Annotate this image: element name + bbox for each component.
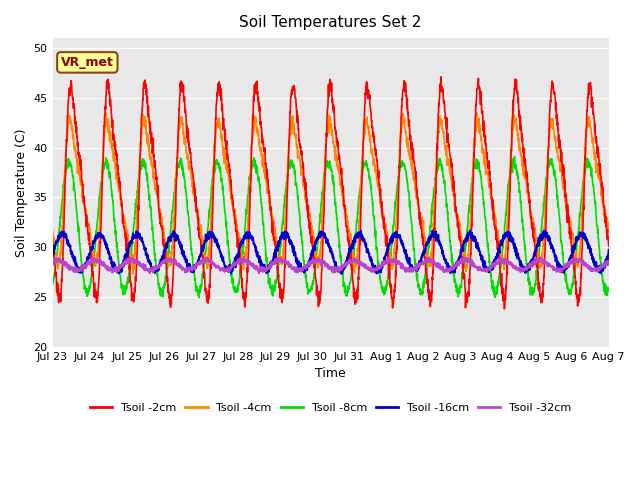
Tsoil -4cm [605,221,612,227]
Tsoil -2cm [204,300,211,305]
Line: Tsoil -4cm: Tsoil -4cm [52,113,609,274]
Tsoil -16cm [204,235,211,241]
Tsoil -2cm [437,74,445,80]
Tsoil -2cm [556,137,564,143]
Y-axis label: Soil Temperature (C): Soil Temperature (C) [15,128,28,257]
Tsoil -32cm [556,265,564,271]
Tsoil -8cm [572,259,579,264]
Tsoil -4cm [204,263,212,268]
Tsoil -16cm [605,247,612,253]
Tsoil -4cm [572,256,579,262]
Line: Tsoil -32cm: Tsoil -32cm [52,257,609,273]
Tsoil -8cm [204,225,212,231]
Tsoil -16cm [572,240,579,246]
Tsoil -32cm [493,259,500,265]
Tsoil -4cm [49,228,56,233]
Tsoil -8cm [605,286,612,291]
Tsoil -4cm [556,168,564,174]
Tsoil -4cm [473,110,481,116]
Tsoil -32cm [49,259,56,264]
Tsoil -8cm [359,163,367,169]
Tsoil -8cm [511,154,518,159]
Tsoil -32cm [348,260,355,266]
Title: Soil Temperatures Set 2: Soil Temperatures Set 2 [239,15,422,30]
Tsoil -2cm [347,250,355,256]
Tsoil -4cm [347,240,355,246]
Tsoil -8cm [556,221,564,227]
Line: Tsoil -2cm: Tsoil -2cm [52,77,609,309]
Tsoil -32cm [255,270,263,276]
Tsoil -8cm [347,276,355,282]
Tsoil -8cm [195,295,203,300]
Tsoil -2cm [49,242,56,248]
Line: Tsoil -16cm: Tsoil -16cm [52,231,609,274]
Line: Tsoil -8cm: Tsoil -8cm [52,156,609,298]
Tsoil -32cm [360,261,367,267]
Tsoil -16cm [359,234,367,240]
Tsoil -2cm [605,243,612,249]
Tsoil -2cm [493,228,500,234]
Tsoil -16cm [556,265,564,271]
Tsoil -2cm [359,156,367,162]
Legend: Tsoil -2cm, Tsoil -4cm, Tsoil -8cm, Tsoil -16cm, Tsoil -32cm: Tsoil -2cm, Tsoil -4cm, Tsoil -8cm, Tsoi… [86,398,576,418]
Tsoil -2cm [572,282,579,288]
Tsoil -16cm [493,255,500,261]
Tsoil -4cm [129,271,136,277]
Tsoil -32cm [204,256,211,262]
Tsoil -4cm [493,229,500,235]
Tsoil -16cm [49,253,56,259]
Tsoil -32cm [240,254,248,260]
Tsoil -16cm [541,228,548,234]
X-axis label: Time: Time [316,367,346,380]
Tsoil -4cm [359,143,367,149]
Text: VR_met: VR_met [61,56,114,69]
Tsoil -8cm [493,291,500,297]
Tsoil -32cm [572,258,579,264]
Tsoil -16cm [347,249,355,254]
Tsoil -16cm [338,271,346,277]
Tsoil -2cm [500,306,508,312]
Tsoil -32cm [605,258,612,264]
Tsoil -8cm [49,281,56,287]
